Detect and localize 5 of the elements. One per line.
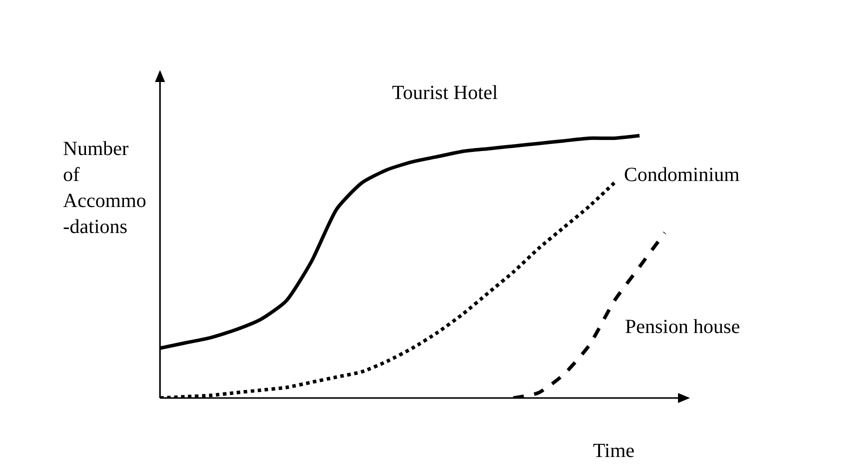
y-axis-title: Number of Accommo -dations bbox=[63, 138, 146, 238]
text: Tourist Hotel bbox=[392, 82, 498, 104]
series-label: Condominium bbox=[624, 164, 740, 186]
x-axis-title: Time bbox=[593, 440, 635, 462]
series-label: Pension house bbox=[625, 316, 740, 338]
